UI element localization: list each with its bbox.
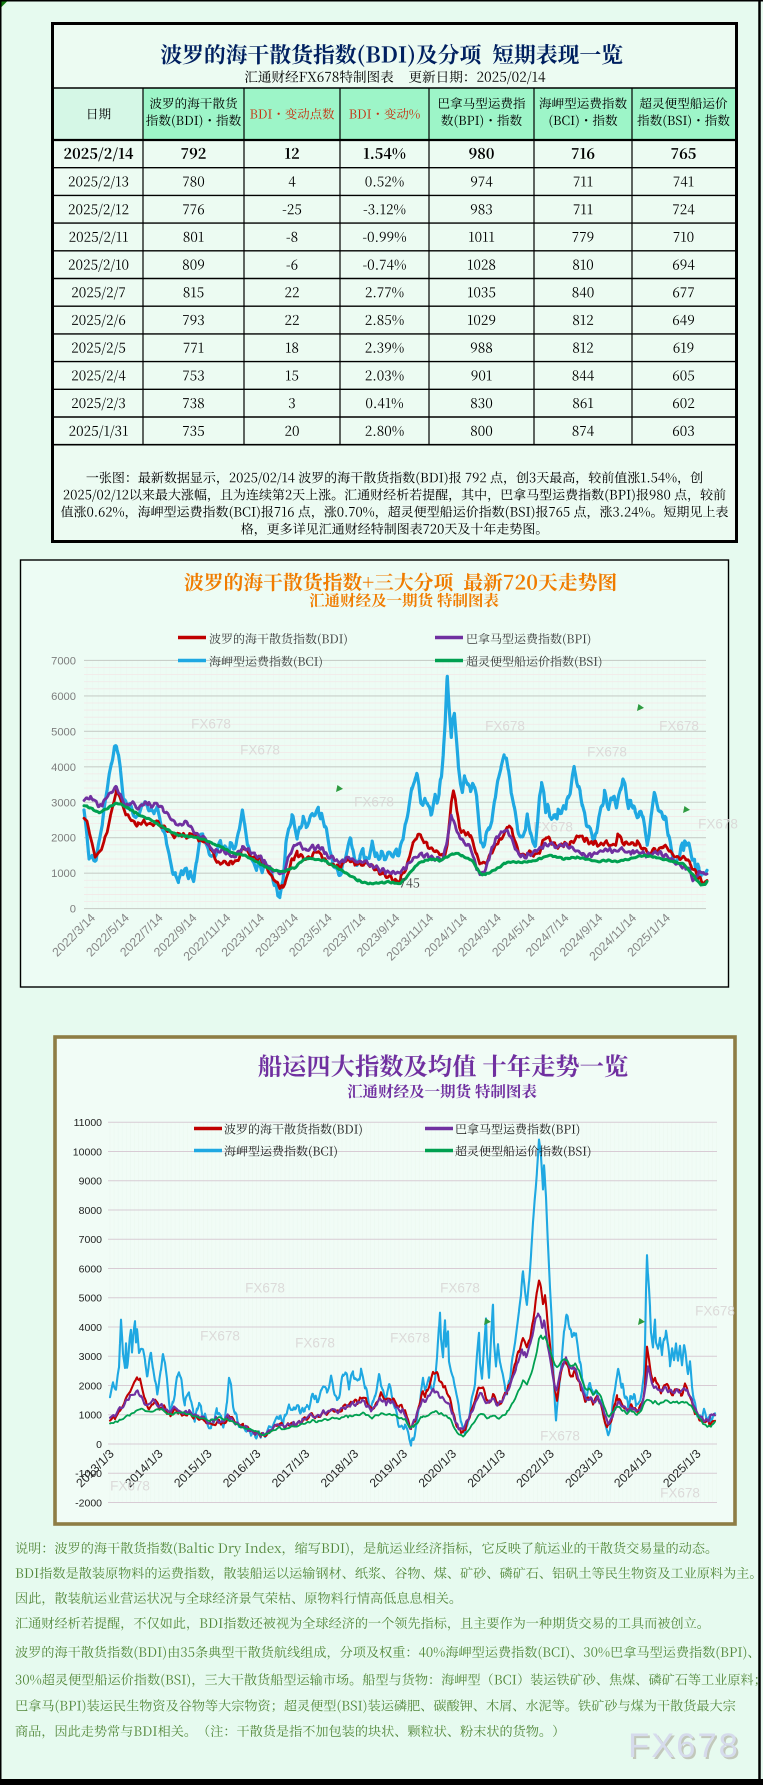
svg-text:1000: 1000 xyxy=(79,1410,103,1422)
svg-text:9000: 9000 xyxy=(79,1176,103,1188)
svg-text:6000: 6000 xyxy=(51,691,76,703)
svg-text:4000: 4000 xyxy=(79,1322,103,1334)
svg-text:FX678: FX678 xyxy=(240,743,280,758)
svg-text:FX678: FX678 xyxy=(245,1281,285,1296)
svg-text:-2000: -2000 xyxy=(75,1497,102,1509)
svg-text:10000: 10000 xyxy=(73,1146,102,1158)
svg-text:3000: 3000 xyxy=(79,1351,103,1363)
svg-text:11000: 11000 xyxy=(74,1117,103,1129)
svg-text:FX678: FX678 xyxy=(698,817,738,832)
svg-text:FX678: FX678 xyxy=(390,1331,430,1346)
svg-text:FX678: FX678 xyxy=(630,1729,742,1767)
svg-text:7000: 7000 xyxy=(51,655,76,667)
svg-text:0: 0 xyxy=(96,1439,102,1451)
svg-text:FX678: FX678 xyxy=(659,719,699,734)
svg-text:5000: 5000 xyxy=(51,726,76,738)
svg-text:6000: 6000 xyxy=(79,1263,103,1275)
svg-text:FX678: FX678 xyxy=(295,1336,335,1351)
svg-text:FX678: FX678 xyxy=(200,1329,240,1344)
svg-text:8000: 8000 xyxy=(79,1205,103,1217)
svg-text:FX678: FX678 xyxy=(440,1281,480,1296)
svg-text:FX678: FX678 xyxy=(533,820,573,835)
svg-text:0: 0 xyxy=(70,904,76,916)
svg-text:-1000: -1000 xyxy=(75,1468,102,1480)
svg-text:4000: 4000 xyxy=(51,762,76,774)
svg-text:FX678: FX678 xyxy=(587,745,627,760)
svg-text:2000: 2000 xyxy=(51,833,76,845)
svg-text:FX678: FX678 xyxy=(354,795,394,810)
svg-text:2000: 2000 xyxy=(79,1380,103,1392)
svg-text:FX678: FX678 xyxy=(110,1479,150,1494)
svg-text:3000: 3000 xyxy=(51,797,76,809)
svg-text:7000: 7000 xyxy=(79,1234,103,1246)
svg-text:FX678: FX678 xyxy=(540,1429,580,1444)
svg-text:FX678: FX678 xyxy=(695,1304,735,1319)
svg-text:5000: 5000 xyxy=(79,1293,103,1305)
svg-text:FX678: FX678 xyxy=(660,1486,700,1501)
svg-text:FX678: FX678 xyxy=(628,1727,740,1765)
svg-text:FX678: FX678 xyxy=(485,719,525,734)
svg-text:FX678: FX678 xyxy=(191,717,231,732)
svg-text:1000: 1000 xyxy=(51,868,76,880)
